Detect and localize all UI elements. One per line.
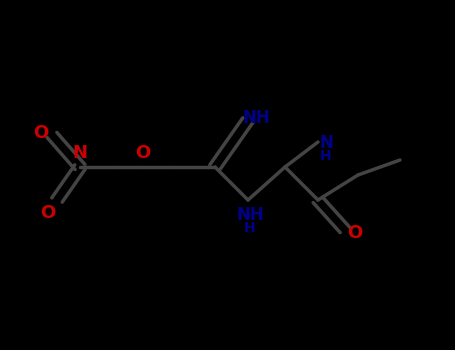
- Text: NH: NH: [237, 206, 264, 224]
- Text: O: O: [347, 224, 363, 243]
- Text: H: H: [243, 221, 255, 235]
- Text: O: O: [40, 204, 56, 222]
- Text: O: O: [136, 144, 151, 162]
- Text: N: N: [72, 144, 87, 162]
- Text: NH: NH: [243, 109, 270, 127]
- Text: H: H: [319, 149, 331, 163]
- Text: O: O: [33, 124, 48, 142]
- Text: N: N: [319, 134, 333, 152]
